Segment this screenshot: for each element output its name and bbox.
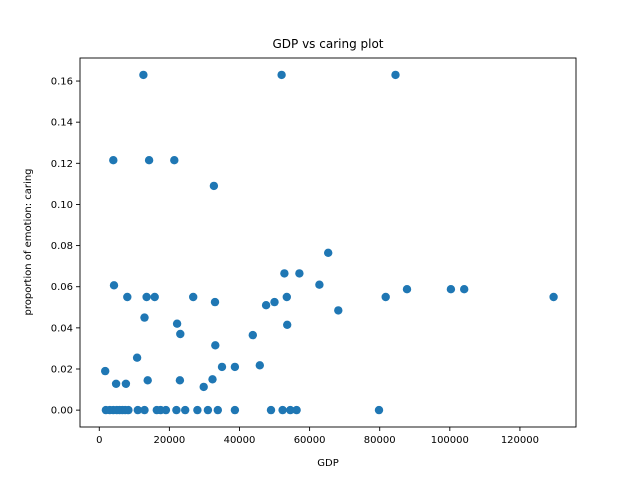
data-point-15 <box>123 292 132 302</box>
points-layer <box>101 70 558 415</box>
chart-title: GDP vs caring plot <box>272 37 383 51</box>
data-point-37 <box>143 376 152 385</box>
x-tick-label: 60000 <box>294 435 326 446</box>
y-tick-label: 0.00 <box>51 406 73 417</box>
data-point-6 <box>209 181 219 191</box>
y-tick-label: 0.02 <box>51 364 73 375</box>
data-point-50 <box>124 405 133 415</box>
plot-frame <box>79 57 577 428</box>
data-point-38 <box>175 376 185 385</box>
data-point-0 <box>139 70 148 80</box>
data-point-27 <box>172 319 182 328</box>
data-point-35 <box>230 362 240 372</box>
y-axis-ticks: 0.00 0.02 0.04 0.06 0.08 0.10 0.12 0.14 0.16 <box>51 77 80 417</box>
data-point-60 <box>213 405 222 415</box>
data-point-9 <box>295 269 304 278</box>
data-point-58 <box>193 405 202 415</box>
data-point-22 <box>210 297 220 307</box>
data-point-31 <box>211 341 220 350</box>
data-point-8 <box>280 269 289 278</box>
data-point-16 <box>142 292 151 302</box>
y-tick-label: 0.12 <box>51 159 73 170</box>
y-tick-label: 0.04 <box>51 323 73 334</box>
data-point-7 <box>324 248 333 257</box>
data-point-63 <box>278 405 287 415</box>
x-tick-label: 40000 <box>224 435 256 446</box>
data-point-39 <box>208 375 217 384</box>
data-point-41 <box>121 379 131 388</box>
data-point-30 <box>248 330 257 340</box>
data-point-42 <box>199 382 208 392</box>
data-point-10 <box>109 281 119 290</box>
data-point-29 <box>176 329 185 339</box>
y-tick-label: 0.06 <box>51 282 73 293</box>
x-axis-ticks: 0 20000 40000 60000 80000 100000 120000 <box>96 427 539 446</box>
data-point-34 <box>217 362 227 372</box>
data-point-55 <box>161 405 171 415</box>
data-point-3 <box>109 156 118 165</box>
data-point-13 <box>446 285 456 294</box>
data-point-56 <box>172 405 181 415</box>
y-tick-label: 0.08 <box>51 241 73 252</box>
data-point-65 <box>292 405 301 415</box>
y-tick-label: 0.14 <box>51 118 73 129</box>
data-point-26 <box>140 313 149 322</box>
data-point-33 <box>255 361 264 370</box>
data-point-4 <box>144 156 154 165</box>
x-tick-label: 120000 <box>501 435 539 446</box>
data-point-2 <box>391 70 400 80</box>
data-point-14 <box>460 285 469 294</box>
data-point-57 <box>181 405 190 415</box>
x-axis-label: GDP <box>317 458 338 469</box>
data-point-59 <box>203 405 213 415</box>
data-point-1 <box>277 70 286 80</box>
data-point-51 <box>133 405 142 415</box>
y-tick-label: 0.16 <box>51 77 73 88</box>
data-point-64 <box>286 405 295 415</box>
x-tick-label: 100000 <box>431 435 469 446</box>
data-point-20 <box>381 292 390 302</box>
data-point-25 <box>334 306 343 315</box>
data-point-12 <box>402 285 412 294</box>
data-point-19 <box>282 292 291 302</box>
data-point-62 <box>266 405 276 415</box>
data-point-21 <box>549 292 558 302</box>
data-point-32 <box>132 353 142 362</box>
data-point-66 <box>374 405 384 415</box>
x-tick-label: 20000 <box>153 435 185 446</box>
data-point-5 <box>170 156 179 165</box>
data-point-24 <box>261 301 271 310</box>
data-point-40 <box>111 379 121 388</box>
data-point-11 <box>315 280 324 289</box>
data-point-61 <box>230 405 240 415</box>
data-point-36 <box>101 366 110 376</box>
data-point-52 <box>140 405 149 415</box>
data-point-18 <box>189 292 198 302</box>
y-tick-label: 0.10 <box>51 200 73 211</box>
data-point-28 <box>283 320 292 329</box>
x-tick-label: 80000 <box>364 435 396 446</box>
data-point-23 <box>270 297 279 307</box>
data-point-17 <box>150 292 159 302</box>
x-tick-label: 0 <box>96 435 102 446</box>
y-axis-label: proportion of emotion: caring <box>23 168 34 315</box>
